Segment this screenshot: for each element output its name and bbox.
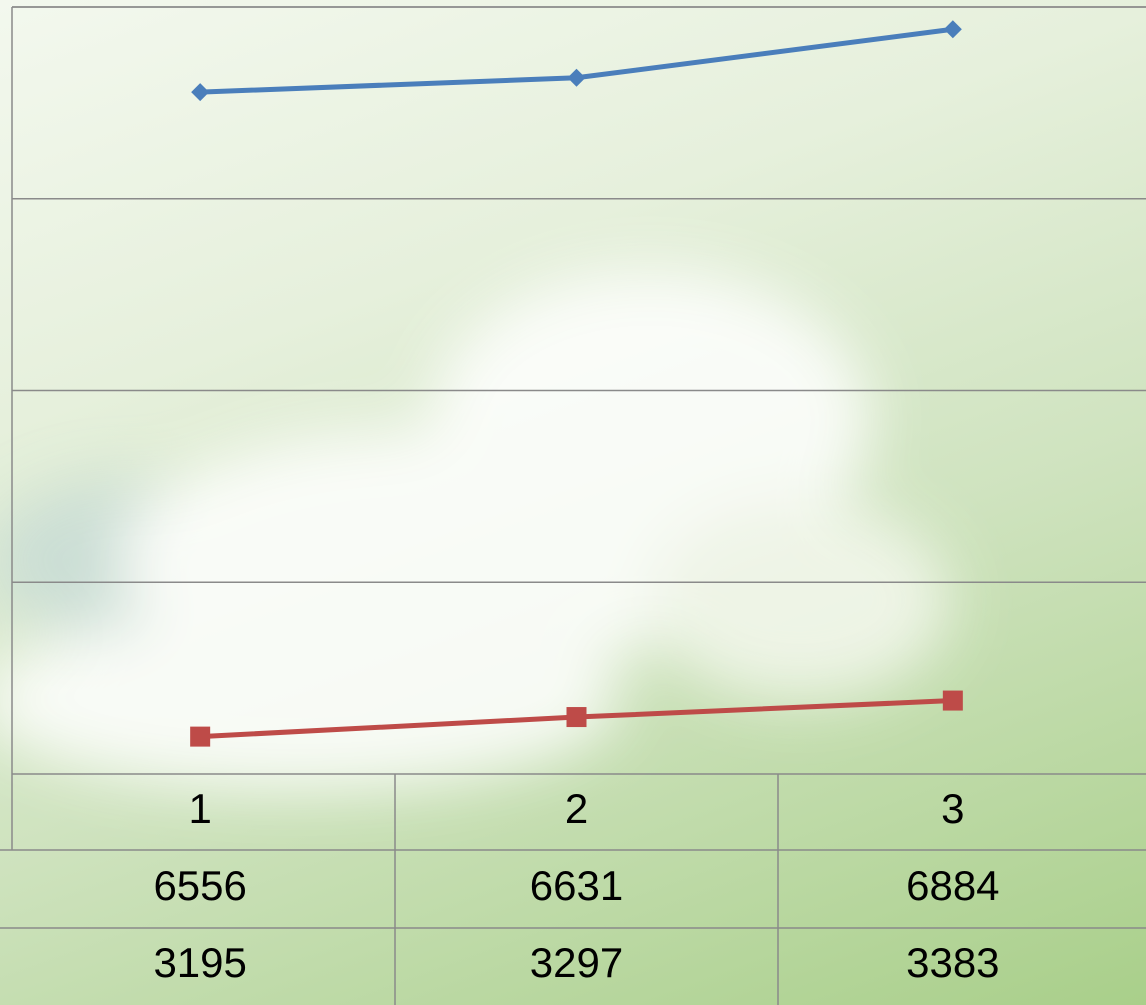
point-marker [567, 707, 587, 727]
category-label: 1 [188, 785, 211, 832]
background-clouds [0, 270, 950, 790]
page: 1 2 3 6556 6631 6884 3195 3297 3383 [0, 0, 1146, 1005]
point-marker [568, 69, 586, 87]
point-marker [191, 83, 209, 101]
table-value: 3383 [906, 939, 999, 986]
table-value: 3297 [530, 939, 623, 986]
category-label: 3 [941, 785, 964, 832]
point-marker [190, 727, 210, 747]
table-value: 3195 [153, 939, 246, 986]
table-value: 6556 [153, 862, 246, 909]
point-marker [943, 691, 963, 711]
table-value: 6631 [530, 862, 623, 909]
table-value: 6884 [906, 862, 999, 909]
chart: 1 2 3 6556 6631 6884 3195 3297 3383 [0, 0, 1146, 1005]
category-label: 2 [565, 785, 588, 832]
point-marker [944, 20, 962, 38]
